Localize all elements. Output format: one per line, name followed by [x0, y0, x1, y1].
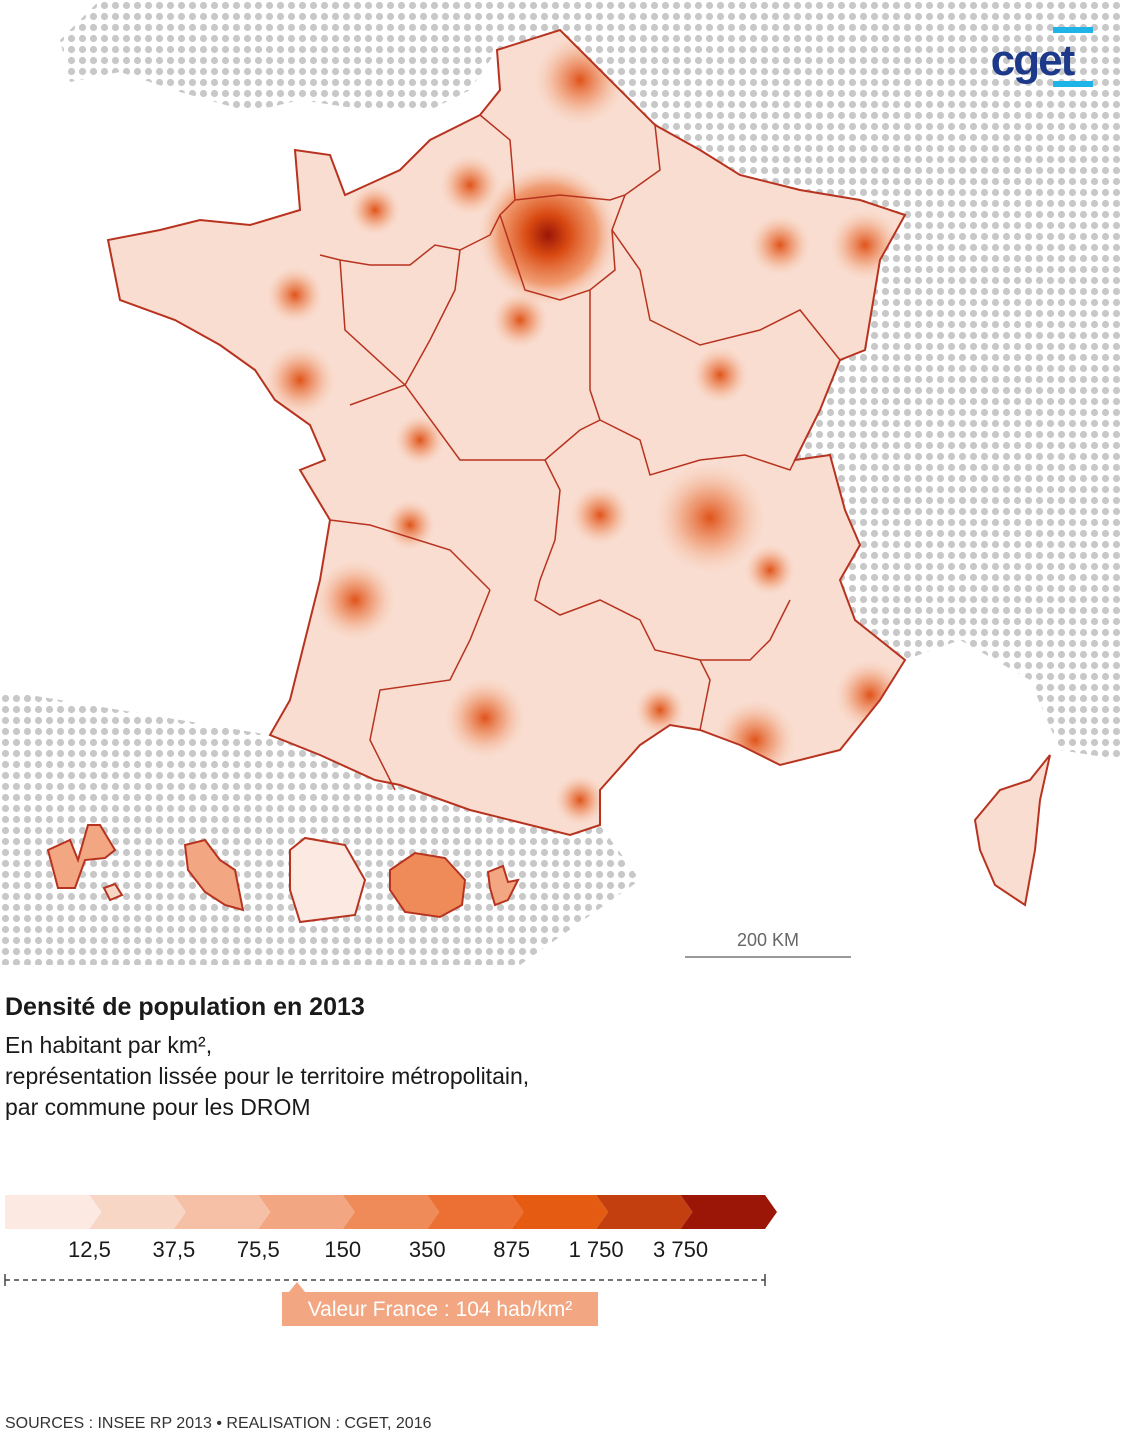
- legend-class: [427, 1195, 524, 1229]
- marker-pointer: [289, 1282, 305, 1292]
- neighbor-land: [0, 0, 1122, 965]
- legend-break: 3 750: [653, 1237, 708, 1262]
- legend-class: [258, 1195, 355, 1229]
- legend-class: [173, 1195, 271, 1229]
- legend-break: 37,5: [152, 1237, 195, 1262]
- legend-break: 350: [409, 1237, 446, 1262]
- legend-class: [5, 1195, 102, 1229]
- source: SOURCES : INSEE RP 2013 • REALISATION : …: [5, 1415, 432, 1432]
- legend-break: 150: [324, 1237, 361, 1262]
- subtitle-line: représentation lissée pour le territoire…: [5, 1063, 530, 1089]
- marker-box: [282, 1292, 598, 1326]
- subtitle-line: En habitant par km²,: [5, 1032, 213, 1058]
- logo-text: cget: [991, 36, 1076, 85]
- legend: 12,5 37,5 75,5 150 350 875 1 750 3 750 Valeur Fr…: [4, 1195, 777, 1326]
- scale-bar: 200 KM: [685, 930, 851, 958]
- subtitle-line: par commune pour les DROM: [5, 1094, 311, 1120]
- legend-class: [511, 1195, 609, 1229]
- legend-break: 875: [493, 1237, 530, 1262]
- logo: cget: [991, 27, 1093, 87]
- map: 200 KM cget: [0, 0, 1122, 965]
- legend-break: 12,5: [68, 1237, 111, 1262]
- subtitle: En habitant par km², représentation liss…: [5, 1030, 529, 1123]
- legend-break: 75,5: [237, 1237, 280, 1262]
- title: Densité de population en 2013: [5, 993, 365, 1021]
- legend-class: [596, 1195, 693, 1229]
- corsica: [973, 754, 1051, 907]
- legend-class: [680, 1195, 777, 1229]
- marker-label: Valeur France : 104 hab/km²: [308, 1298, 573, 1321]
- legend-class: [342, 1195, 440, 1229]
- legend-break: 1 750: [569, 1237, 624, 1262]
- drom: [46, 824, 520, 924]
- legend-class: [89, 1195, 186, 1229]
- scale-label: 200 KM: [737, 930, 799, 950]
